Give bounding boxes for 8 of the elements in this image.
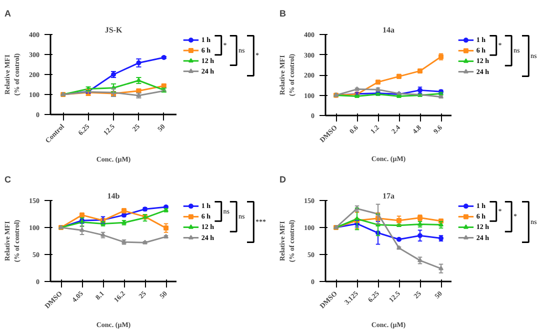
text: A — [4, 8, 12, 18]
chart-title: 14b — [107, 192, 120, 200]
text: B — [280, 8, 286, 18]
chart-title: JS-K — [104, 26, 123, 34]
text: D — [280, 174, 286, 184]
chart-title: 14a — [382, 26, 394, 34]
chart-title: 17a — [382, 192, 394, 200]
text: C — [4, 174, 12, 184]
